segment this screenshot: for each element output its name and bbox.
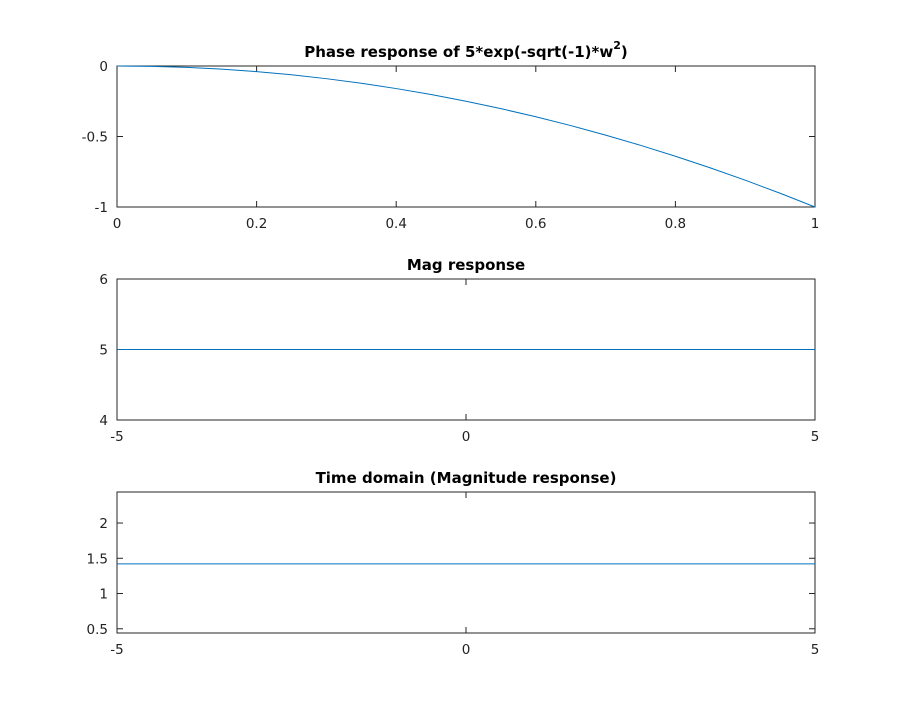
mag-tick-labels: -5 0 5 4 5 6	[99, 272, 819, 445]
time-xtick-label: 5	[811, 642, 820, 658]
mag-ytick-label: 4	[99, 413, 108, 429]
mag-xtick-label: -5	[110, 429, 123, 445]
phase-title-text: Phase response of 5*exp(-sqrt(-1)*w	[304, 43, 613, 61]
time-ytick-label: 1	[99, 587, 108, 603]
mag-xtick-label: 5	[811, 429, 820, 445]
mag-ytick-label: 6	[99, 272, 108, 288]
phase-axes-box	[116, 65, 816, 208]
phase-xtick-label: 0.6	[525, 216, 546, 232]
time-ticks	[116, 492, 816, 633]
phase-series	[116, 65, 816, 208]
subplot-mag-response: Mag response -5 0 5 4 5 6	[99, 256, 819, 445]
phase-xtick-label: 0.4	[385, 216, 406, 232]
time-ytick-label: 1.5	[87, 551, 108, 567]
time-tick-labels: -5 0 5 0.5 1 1.5 2	[87, 516, 820, 658]
mag-xtick-label: 0	[462, 429, 471, 445]
phase-title-superscript: 2	[613, 39, 621, 52]
phase-tick-labels: 0 0.2 0.4 0.6 0.8 1 -1 -0.5 0	[82, 59, 820, 232]
phase-xtick-label: 0	[113, 216, 122, 232]
time-title: Time domain (Magnitude response)	[316, 469, 617, 487]
time-ytick-label: 0.5	[87, 622, 108, 638]
mag-ytick-label: 5	[99, 343, 108, 359]
time-ytick-label: 2	[99, 516, 108, 532]
phase-xtick-label: 0.8	[665, 216, 686, 232]
phase-ytick-label: -0.5	[82, 130, 108, 146]
phase-title-tail: )	[621, 43, 628, 61]
mag-ticks	[116, 278, 816, 421]
phase-ytick-label: -1	[95, 200, 108, 216]
phase-xtick-label: 1	[811, 216, 820, 232]
subplot-time-domain: Time domain (Magnitude response) -5 0 5 0.5…	[87, 469, 820, 658]
time-xtick-label: 0	[462, 642, 471, 658]
mag-title: Mag response	[407, 256, 525, 274]
phase-series-line	[116, 65, 816, 208]
phase-title: Phase response of 5*exp(-sqrt(-1)*w2)	[304, 39, 628, 61]
phase-ytick-label: 0	[99, 59, 108, 75]
phase-xtick-label: 0.2	[246, 216, 267, 232]
time-axes-box	[116, 491, 816, 634]
time-xtick-label: -5	[110, 642, 123, 658]
